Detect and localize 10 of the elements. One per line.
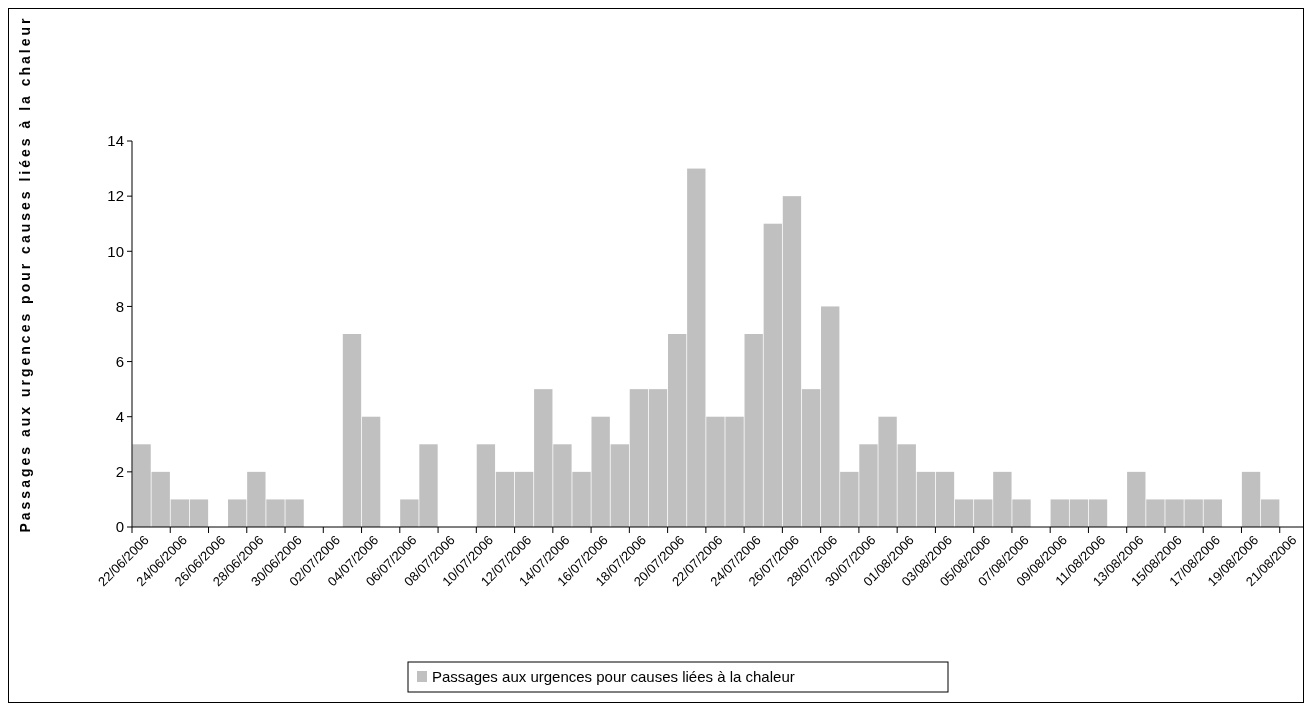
y-tick-label: 0 xyxy=(115,518,124,536)
legend-label: Passages aux urgences pour causes liées à la chaleur xyxy=(432,668,795,686)
y-tick-label: 8 xyxy=(115,297,124,315)
y-tick-label: 10 xyxy=(107,242,124,260)
y-tick-label: 14 xyxy=(107,132,124,150)
y-tick-label: 4 xyxy=(115,407,124,425)
y-tick-label: 6 xyxy=(115,352,124,370)
y-tick-label: 2 xyxy=(115,463,124,481)
y-axis-title: Passages aux urgences pour causes liées à la chaleur xyxy=(17,15,33,533)
y-tick-label: 12 xyxy=(107,187,124,205)
